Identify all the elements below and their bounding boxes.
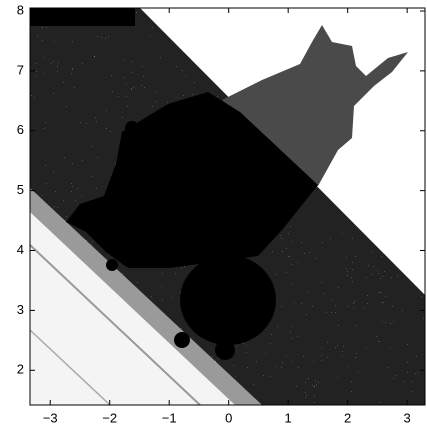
x-tick-label: 0	[225, 410, 232, 425]
x-tick-label: 1	[285, 410, 292, 425]
second-blob	[180, 255, 276, 345]
y-tick-label: 5	[17, 182, 24, 197]
y-tick-label: 4	[17, 242, 24, 257]
x-tick-label: 2	[344, 410, 351, 425]
y-tick-label: 3	[17, 302, 24, 317]
y-tick-label: 2	[17, 362, 24, 377]
y-tick-label: 7	[17, 62, 24, 77]
main-blob	[66, 92, 318, 268]
x-tick-label: −1	[162, 410, 177, 425]
y-tick-label: 8	[17, 2, 24, 17]
x-tick-label: 3	[404, 410, 411, 425]
x-tick-label: −2	[102, 410, 117, 425]
plot-frame	[29, 7, 426, 406]
plot-image	[30, 8, 425, 405]
corner-patch	[30, 8, 135, 26]
y-tick-label: 6	[17, 122, 24, 137]
gray-lobe	[222, 25, 408, 186]
x-tick-label: −3	[43, 410, 58, 425]
